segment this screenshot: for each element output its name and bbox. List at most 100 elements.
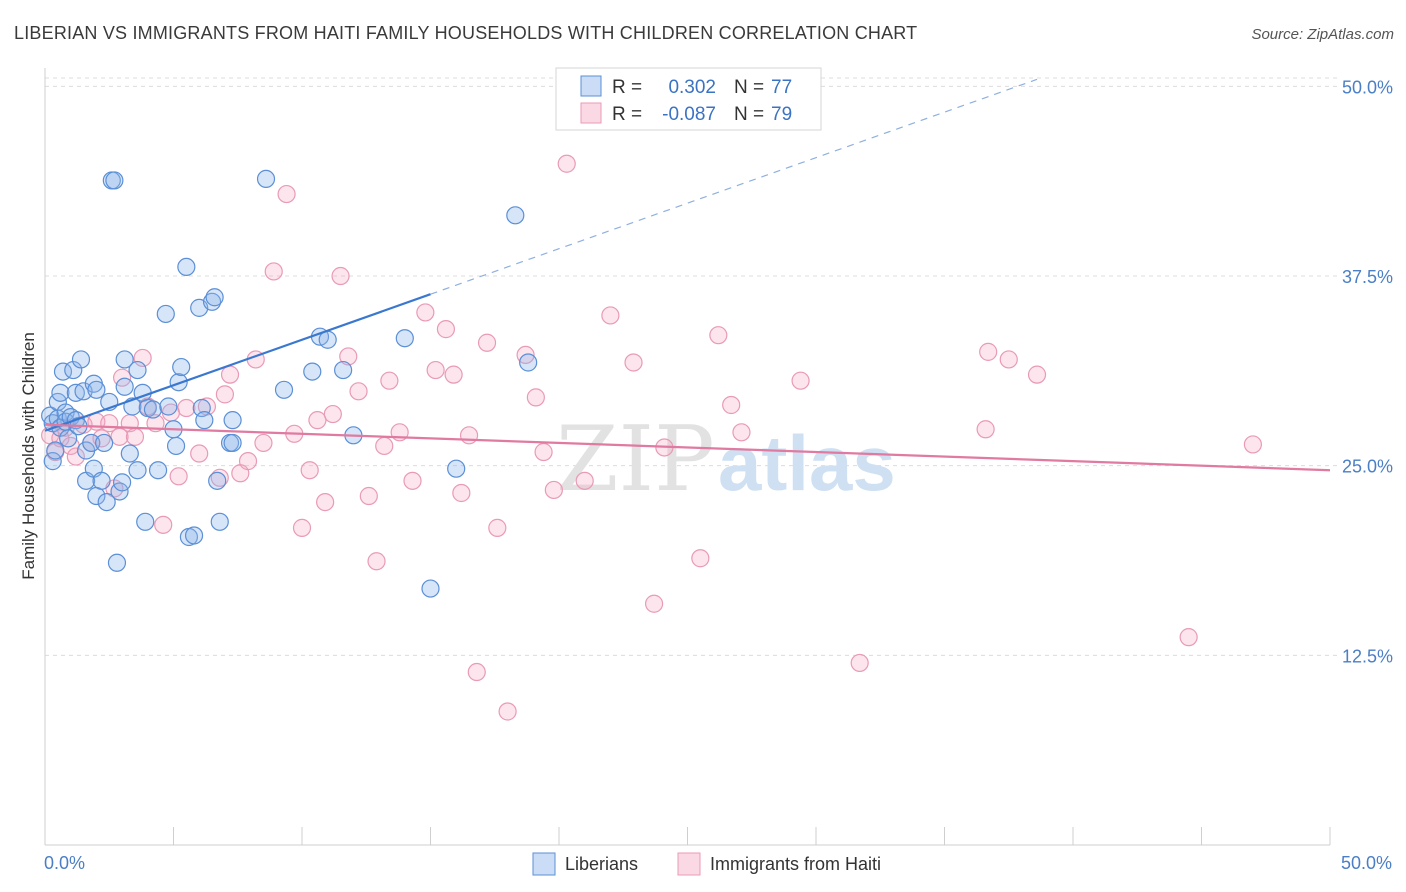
y-tick-label: 12.5% [1342, 646, 1393, 666]
series-legend-label-liberians: Liberians [565, 854, 638, 874]
point-haiti [190, 444, 209, 463]
series-haiti-points [41, 154, 1263, 721]
point-liberians [195, 411, 214, 430]
point-haiti [403, 471, 422, 490]
point-liberians [128, 360, 147, 380]
point-liberians [112, 473, 132, 492]
point-liberians [92, 471, 111, 490]
point-liberians [120, 444, 139, 463]
point-liberians [303, 362, 322, 381]
point-haiti [254, 433, 273, 453]
point-haiti [791, 371, 810, 390]
point-haiti [498, 702, 517, 721]
point-haiti [169, 467, 188, 486]
legend-n-value-a: 77 [771, 77, 792, 98]
point-haiti [66, 447, 85, 466]
series-legend-label-haiti: Immigrants from Haiti [710, 854, 881, 874]
point-liberians [210, 512, 229, 531]
point-haiti [416, 303, 435, 322]
y-tick-label: 50.0% [1342, 77, 1393, 97]
point-haiti [323, 404, 342, 424]
point-haiti [601, 306, 620, 325]
legend-swatch-haiti [580, 102, 602, 124]
point-haiti [709, 326, 728, 345]
point-haiti [264, 262, 283, 281]
point-haiti [292, 518, 312, 537]
point-liberians [177, 257, 196, 277]
point-liberians [169, 373, 188, 392]
trend-line-haiti [44, 423, 1331, 472]
point-liberians [46, 441, 65, 460]
point-liberians [71, 350, 91, 369]
point-liberians [184, 526, 204, 545]
point-haiti [691, 549, 710, 568]
point-liberians [172, 357, 191, 377]
point-haiti [850, 653, 869, 673]
watermark: ZIP atlas [556, 407, 896, 512]
point-liberians [148, 461, 168, 480]
grid-lines [45, 77, 1340, 656]
point-haiti [477, 333, 497, 352]
point-haiti [154, 515, 173, 534]
series-legend-swatch-liberians [532, 852, 556, 876]
point-liberians [82, 433, 101, 453]
point-haiti [339, 347, 358, 366]
legend-r-label-a: R = [612, 77, 642, 98]
stats-legend: R = 0.302 N = 77 R = -0.087 N = 79 [555, 67, 822, 131]
point-haiti [308, 411, 327, 430]
point-haiti [359, 486, 378, 506]
point-liberians [334, 360, 353, 380]
point-liberians [115, 350, 134, 369]
svg-text:ZIP: ZIP [556, 407, 715, 512]
point-haiti [210, 468, 229, 487]
point-liberians [223, 433, 242, 453]
point-liberians [59, 429, 78, 448]
point-haiti [177, 398, 196, 418]
point-haiti [316, 492, 335, 512]
point-liberians [274, 380, 294, 399]
point-haiti [331, 266, 350, 286]
y-tick-labels: 12.5% 25.0% 37.5% 50.0% [1342, 77, 1393, 666]
point-haiti [300, 461, 319, 480]
legend-n-label-a: N = [734, 77, 764, 98]
point-liberians [107, 553, 127, 572]
point-haiti [575, 471, 594, 490]
point-liberians [105, 171, 124, 190]
point-liberians [447, 459, 466, 478]
point-haiti [1027, 365, 1047, 384]
point-liberians [95, 433, 114, 453]
legend-n-value-b: 79 [771, 104, 792, 125]
y-tick-label: 37.5% [1342, 267, 1393, 287]
point-liberians [506, 206, 525, 225]
point-haiti [722, 395, 741, 415]
point-haiti [215, 385, 234, 404]
point-liberians [51, 383, 70, 402]
legend-r-value-b: -0.087 [662, 104, 716, 125]
point-liberians [87, 380, 106, 399]
x-tick-label-min: 0.0% [44, 853, 85, 873]
point-haiti [526, 388, 545, 407]
point-haiti [436, 320, 456, 339]
point-haiti [367, 552, 386, 571]
chart-title: LIBERIAN VS IMMIGRANTS FROM HAITI FAMILY… [14, 23, 917, 43]
stats-legend-box [555, 67, 822, 131]
point-liberians [43, 452, 62, 471]
point-liberians [421, 579, 440, 598]
point-haiti [220, 365, 240, 384]
trend-line-liberians-extension [430, 78, 1038, 295]
point-haiti [624, 353, 643, 372]
trend-lines [44, 78, 1331, 472]
point-liberians [256, 169, 276, 189]
series-liberians-points [41, 169, 538, 598]
point-haiti [979, 342, 998, 361]
point-haiti [488, 518, 507, 537]
point-haiti [1243, 435, 1263, 454]
point-haiti [375, 436, 394, 456]
legend-swatch-liberians [580, 75, 602, 97]
legend-r-label-b: R = [612, 104, 642, 125]
point-liberians [97, 492, 116, 512]
point-haiti [349, 382, 368, 401]
point-haiti [1179, 628, 1198, 647]
point-haiti [644, 594, 664, 613]
chart-source: Source: ZipAtlas.com [1251, 26, 1394, 43]
